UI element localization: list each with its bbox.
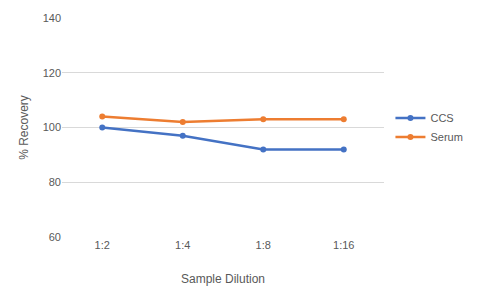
svg-text:140: 140 (43, 12, 61, 24)
svg-text:1:16: 1:16 (333, 239, 354, 251)
svg-text:100: 100 (43, 121, 61, 133)
svg-text:CCS: CCS (430, 112, 453, 124)
svg-text:% Recovery: % Recovery (17, 95, 31, 160)
svg-text:60: 60 (49, 231, 61, 243)
svg-text:1:8: 1:8 (256, 239, 271, 251)
svg-text:80: 80 (49, 176, 61, 188)
svg-text:120: 120 (43, 67, 61, 79)
svg-text:1:4: 1:4 (175, 239, 190, 251)
svg-text:1:2: 1:2 (95, 239, 110, 251)
svg-text:Serum: Serum (430, 131, 462, 143)
svg-text:Sample Dilution: Sample Dilution (181, 272, 265, 286)
